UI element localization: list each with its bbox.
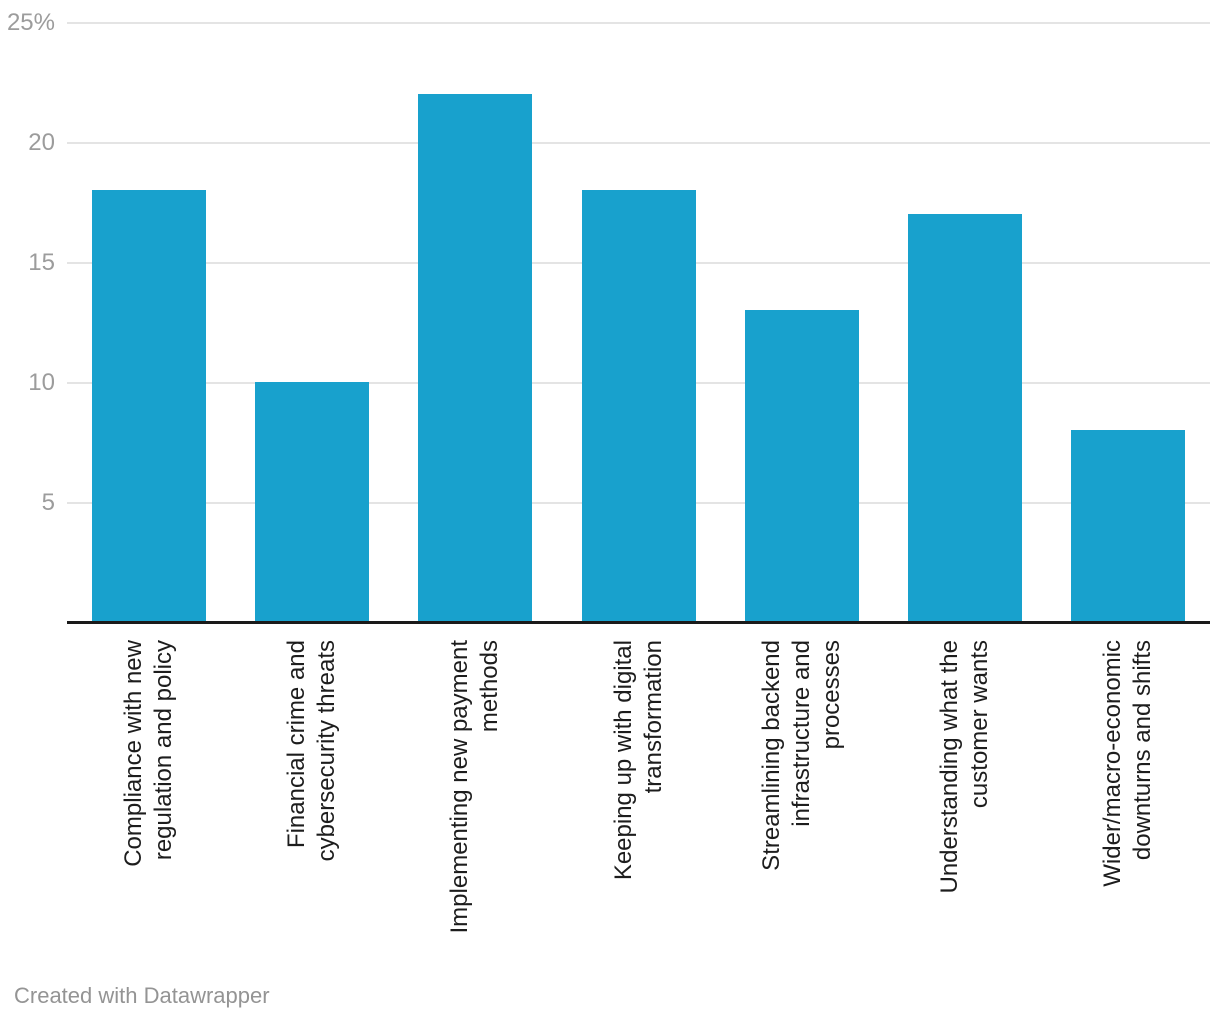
x-axis-category: Streamlining backend infrastructure and … [720, 630, 884, 940]
bar [1071, 430, 1185, 622]
x-axis-category-label: Financial crime and cybersecurity threat… [283, 640, 340, 862]
x-axis-category-label: Streamlining backend infrastructure and … [758, 640, 845, 871]
bar [745, 310, 859, 622]
x-axis-category-label: Understanding what the customer wants [936, 640, 993, 894]
gridline [67, 142, 1210, 144]
x-axis-category-label: Implementing new payment methods [446, 640, 503, 934]
x-axis-category: Understanding what the customer wants [883, 630, 1047, 940]
bar [908, 214, 1022, 622]
y-axis-tick-label: 15 [28, 249, 55, 276]
x-axis-category-label: Wider/macro-economic downturns and shift… [1099, 640, 1156, 887]
x-axis-line [67, 621, 1210, 624]
x-axis-category-label: Keeping up with digital transformation [610, 640, 667, 881]
y-axis-tick-label: 25% [6, 9, 55, 36]
bar [418, 94, 532, 622]
x-axis-category: Implementing new payment methods [393, 630, 557, 940]
x-axis-category: Wider/macro-economic downturns and shift… [1046, 630, 1210, 940]
y-axis-tick-label: 5 [41, 489, 55, 516]
bar [582, 190, 696, 622]
datawrapper-credit: Created with Datawrapper [14, 983, 270, 1008]
y-axis-tick-label: 10 [28, 369, 55, 396]
gridline [67, 22, 1210, 24]
x-axis-category: Keeping up with digital transformation [557, 630, 721, 940]
y-axis-tick-label: 20 [28, 129, 55, 156]
bar [92, 190, 206, 622]
x-axis-category-label: Compliance with new regulation and polic… [120, 640, 177, 867]
x-axis-category: Compliance with new regulation and polic… [67, 630, 231, 940]
bar [255, 382, 369, 622]
x-axis-category: Financial crime and cybersecurity threat… [230, 630, 394, 940]
